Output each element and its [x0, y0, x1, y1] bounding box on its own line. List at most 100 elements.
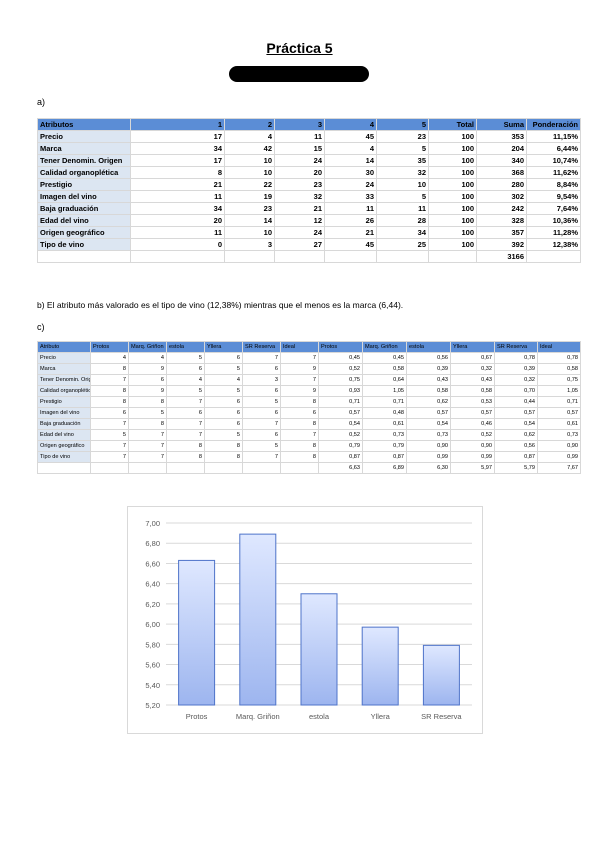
table-cell: 3 — [242, 374, 281, 386]
table-cell: 12 — [274, 214, 325, 227]
table-cell: 0,54 — [494, 418, 538, 430]
table-cell: 6 — [166, 407, 205, 419]
table-cell: 0,67 — [450, 352, 495, 364]
table-cell: 0,58 — [537, 363, 581, 375]
y-tick-label: 6,40 — [145, 580, 160, 589]
table-cell: 11 — [130, 226, 225, 239]
table-row: Tener Denomin. Origen 17 10 24 14 35 100 340 10,… — [37, 154, 581, 167]
table-cell: 14 — [324, 154, 377, 167]
table-cell: 5 — [204, 363, 243, 375]
table-cell: 8 — [280, 396, 319, 408]
column-header: Ponderación — [526, 118, 581, 131]
table-cell: 27 — [274, 238, 325, 251]
table-cell: 0,48 — [362, 407, 407, 419]
y-tick-label: 5,80 — [145, 640, 160, 649]
column-header: Ideal — [280, 341, 319, 353]
table-cell: 8 — [90, 396, 129, 408]
row-label: Marca — [37, 142, 131, 155]
row-label: Calidad organoplética — [37, 385, 91, 397]
table-cell: 11,62% — [526, 166, 581, 179]
table-cell: 0,45 — [362, 352, 407, 364]
table-cell: 8 — [280, 440, 319, 452]
table-row: Prestigio 21 22 23 24 10 100 280 8,84% — [37, 178, 581, 191]
table-cell: 35 — [376, 154, 429, 167]
row-label: Origen geográfico — [37, 226, 131, 239]
table-row: Baja graduación 34 23 21 11 11 100 242 7,64% — [37, 202, 581, 215]
bar — [361, 626, 399, 706]
section-c-label: c) — [37, 322, 45, 332]
table-cell: 8 — [166, 440, 205, 452]
table-cell: 8 — [204, 440, 243, 452]
table-cell: 7 — [280, 374, 319, 386]
table-cell: 0,58 — [450, 385, 495, 397]
y-tick-label: 5,60 — [145, 661, 160, 670]
table-cell: 6 — [166, 363, 205, 375]
table-cell: 11 — [376, 202, 429, 215]
column-header: Marq. Griñon — [362, 341, 407, 353]
table-cell: 7 — [166, 418, 205, 430]
table-cell: 8 — [280, 451, 319, 463]
bar-chart-svg: 5,20 5,40 5,60 5,80 6,00 6,20 6,40 6,60 6,80 7,00… — [145, 519, 472, 721]
x-tick-label: Marq. Griñon — [236, 712, 280, 721]
table-cell: 7 — [90, 440, 129, 452]
table-cell: 7 — [128, 429, 167, 441]
table-cell: 8 — [204, 451, 243, 463]
table-cell: 14 — [224, 214, 275, 227]
row-label: Tener Denomin. Origen — [37, 154, 131, 167]
column-header: Atributo — [37, 341, 91, 353]
table-cell: 7 — [166, 396, 205, 408]
table-cell: 7 — [166, 429, 205, 441]
table-cell: 0,58 — [406, 385, 451, 397]
table-cell: 0,44 — [494, 396, 538, 408]
table-cell: 10 — [224, 166, 275, 179]
table-cell: 24 — [324, 178, 377, 191]
table-cell: 0,71 — [362, 396, 407, 408]
table-cell: 8 — [280, 418, 319, 430]
bar — [422, 644, 460, 706]
column-header: Atributos — [37, 118, 131, 131]
bar — [178, 559, 216, 706]
table-cell: 9 — [280, 363, 319, 375]
y-tick-label: 7,00 — [145, 519, 160, 528]
table-row: Origen geográfico 7 7 8 8 5 8 0,79 0,79 0,90 0,90 0… — [37, 440, 581, 452]
table-cell: 7 — [90, 374, 129, 386]
table-cell: 10 — [224, 154, 275, 167]
table-cell: 32 — [376, 166, 429, 179]
table-cell — [130, 250, 225, 263]
table-row: Calidad organoplética 8 9 5 5 6 9 0,93 1,05 0,58 0… — [37, 385, 581, 397]
x-tick-label: Yllera — [371, 712, 391, 721]
table-cell: 9 — [280, 385, 319, 397]
table-cell — [428, 250, 477, 263]
row-label: Precio — [37, 352, 91, 364]
table-cell: 9,54% — [526, 190, 581, 203]
table-cell: 8 — [128, 418, 167, 430]
column-header: Marq. Griñon — [128, 341, 167, 353]
table-cell: 100 — [428, 154, 477, 167]
table-row: Marca 34 42 15 4 5 100 204 6,44% — [37, 142, 581, 155]
table-row: Calidad organoplética 8 10 20 30 32 100 368 11,6… — [37, 166, 581, 179]
x-tick-label: SR Reserva — [421, 712, 462, 721]
table-cell: 6 — [242, 363, 281, 375]
table-cell: 0,52 — [450, 429, 495, 441]
column-header: 3 — [274, 118, 325, 131]
table-cell: 0,32 — [450, 363, 495, 375]
table-cell: 0,43 — [406, 374, 451, 386]
table-cell — [280, 462, 319, 474]
table-cell: 8,84% — [526, 178, 581, 191]
table-cell: 45 — [324, 130, 377, 143]
table-cell: 0,71 — [318, 396, 363, 408]
table-cell: 23 — [376, 130, 429, 143]
table-cell: 23 — [274, 178, 325, 191]
total-cell: 6,63 — [318, 462, 363, 474]
table-cell: 0,78 — [537, 352, 581, 364]
table-cell: 23 — [224, 202, 275, 215]
table-cell: 0,57 — [406, 407, 451, 419]
row-label: Edad del vino — [37, 214, 131, 227]
row-label: Marca — [37, 363, 91, 375]
table-cell — [37, 462, 91, 474]
table-cell: 28 — [376, 214, 429, 227]
table-cell: 0,73 — [537, 429, 581, 441]
table-row: Tener Denomin. Origen7644370,750,640,430… — [37, 374, 581, 386]
table-row: Origen geográfico 11 10 24 21 34 100 357 11,28% — [37, 226, 581, 239]
table-cell: 6 — [242, 407, 281, 419]
